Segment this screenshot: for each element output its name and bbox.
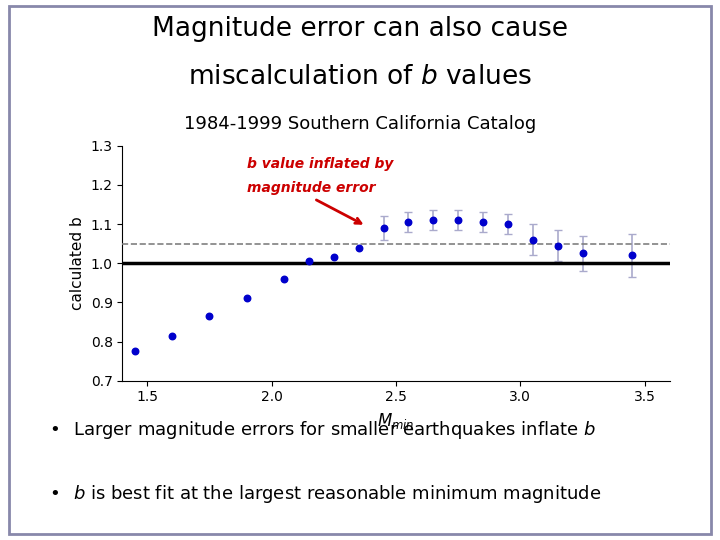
Point (279, 274, 290, 283)
Text: Larger magnitude errors for smaller earthquakes inflate $\mathit{b}$: Larger magnitude errors for smaller eart… (73, 418, 595, 441)
Text: miscalculation of $\mathit{b}$ values: miscalculation of $\mathit{b}$ values (188, 64, 532, 90)
Point (428, 216, 439, 225)
Text: b value inflated by: b value inflated by (247, 157, 393, 171)
Point (527, 235, 539, 244)
Text: 1984-1999 Southern California Catalog: 1984-1999 Southern California Catalog (184, 115, 536, 133)
Point (378, 224, 390, 232)
Text: $M_{min}$: $M_{min}$ (377, 411, 415, 431)
Point (452, 216, 464, 225)
Text: •: • (49, 485, 60, 503)
Point (166, 332, 178, 340)
Point (303, 257, 315, 266)
Point (353, 243, 364, 252)
Point (552, 241, 564, 250)
Point (577, 249, 588, 258)
Text: Magnitude error can also cause: Magnitude error can also cause (152, 16, 568, 42)
Point (129, 347, 140, 356)
Text: magnitude error: magnitude error (247, 181, 375, 195)
Point (626, 251, 638, 260)
Point (204, 312, 215, 320)
Point (502, 220, 513, 228)
Y-axis label: calculated b: calculated b (70, 217, 85, 310)
Text: •: • (49, 421, 60, 438)
Point (402, 218, 414, 226)
Point (477, 218, 489, 226)
Point (328, 253, 340, 262)
Point (241, 294, 253, 303)
Text: $\mathit{b}$ is best fit at the largest reasonable minimum magnitude: $\mathit{b}$ is best fit at the largest … (73, 483, 601, 505)
